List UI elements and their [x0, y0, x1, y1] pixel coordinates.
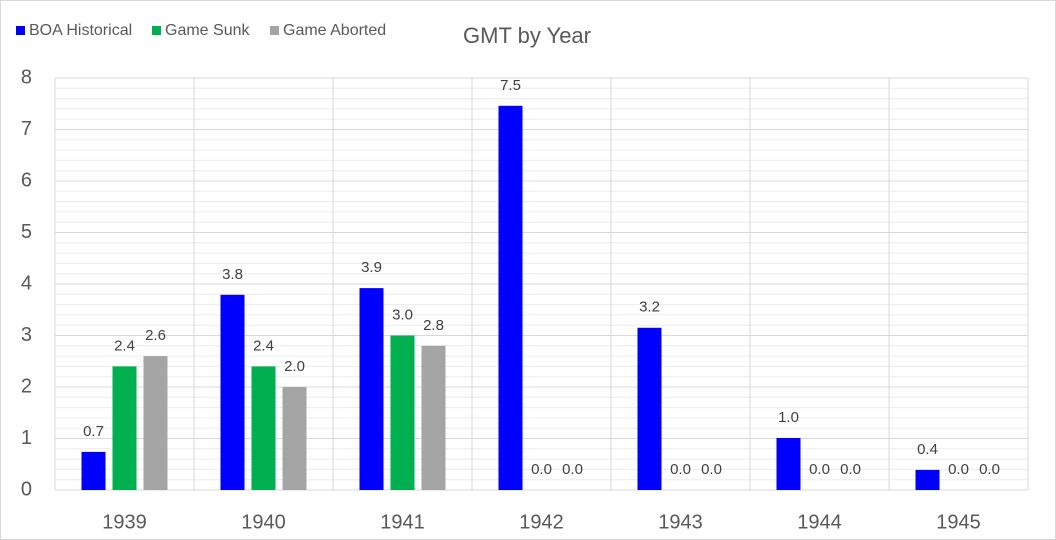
- y-tick-label: 3: [21, 324, 32, 346]
- legend-swatch: [270, 26, 279, 35]
- data-label: 0.0: [948, 461, 969, 478]
- y-tick-label: 8: [21, 66, 32, 88]
- x-tick-label: 1944: [797, 511, 842, 533]
- y-tick-label: 2: [21, 375, 32, 397]
- data-label: 1.0: [778, 409, 799, 426]
- bar: [143, 356, 168, 490]
- data-label: 2.8: [423, 317, 444, 334]
- x-tick-label: 1939: [102, 511, 147, 533]
- x-tick-label: 1941: [380, 511, 425, 533]
- y-tick-label: 6: [21, 169, 32, 191]
- data-label: 0.0: [670, 461, 691, 478]
- data-label: 0.4: [917, 441, 938, 458]
- bar: [637, 327, 662, 490]
- data-label: 2.4: [114, 337, 135, 354]
- data-label: 0.0: [531, 461, 552, 478]
- data-label: 2.4: [253, 337, 274, 354]
- bar: [251, 366, 276, 490]
- y-tick-label: 7: [21, 118, 32, 140]
- y-tick-label: 1: [21, 427, 32, 449]
- data-label: 0.0: [701, 461, 722, 478]
- bar: [915, 469, 940, 490]
- data-label: 7.5: [500, 77, 521, 94]
- legend-swatch: [152, 26, 161, 35]
- chart-title: GMT by Year: [463, 23, 591, 48]
- y-tick-label: 5: [21, 221, 32, 243]
- legend-swatch: [16, 26, 25, 35]
- data-label: 0.0: [809, 461, 830, 478]
- legend-label: BOA Historical: [29, 22, 132, 39]
- data-label: 3.0: [392, 306, 413, 323]
- bar: [776, 437, 801, 490]
- data-label: 0.7: [83, 423, 104, 440]
- x-tick-label: 1943: [658, 511, 703, 533]
- data-label: 2.6: [145, 327, 166, 344]
- data-label: 3.8: [222, 266, 243, 283]
- data-label: 0.0: [562, 461, 583, 478]
- bar: [390, 335, 415, 490]
- bar: [81, 451, 106, 490]
- legend-label: Game Aborted: [283, 22, 386, 39]
- data-label: 3.2: [639, 299, 660, 316]
- data-label: 0.0: [979, 461, 1000, 478]
- bar: [498, 105, 523, 490]
- data-label: 3.9: [361, 259, 382, 276]
- legend-label: Game Sunk: [165, 22, 250, 39]
- y-tick-label: 4: [21, 272, 32, 294]
- bar: [359, 288, 384, 490]
- x-tick-label: 1940: [241, 511, 286, 533]
- data-label: 2.0: [284, 358, 305, 375]
- bar: [112, 366, 137, 490]
- bar: [220, 294, 245, 490]
- x-tick-label: 1942: [519, 511, 564, 533]
- y-tick-label: 0: [21, 478, 32, 500]
- bar: [421, 345, 446, 490]
- data-label: 0.0: [840, 461, 861, 478]
- bar: [282, 387, 307, 490]
- x-tick-label: 1945: [936, 511, 981, 533]
